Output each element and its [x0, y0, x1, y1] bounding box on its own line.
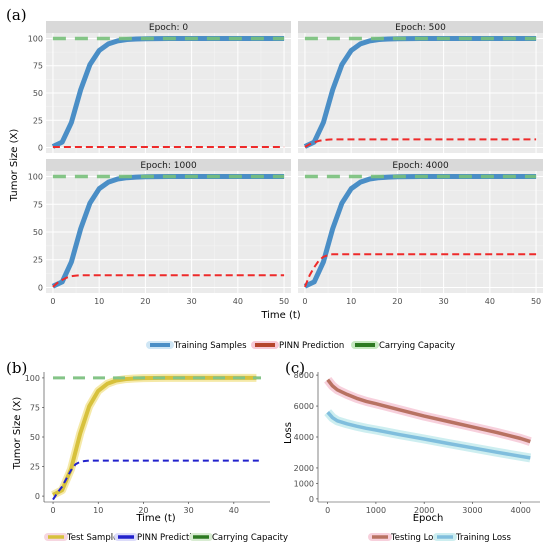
- pinn-prediction-line-b: [52, 459, 261, 501]
- facet-title-0: Epoch: 0: [149, 23, 188, 33]
- x-tick-label: 10: [346, 297, 356, 306]
- x-tick-label: 0: [50, 297, 55, 306]
- y-tick-label: 25: [33, 256, 43, 265]
- legend-label-a-1: PINN Prediction: [279, 341, 344, 351]
- panel-c-x-axis-title: Epoch: [413, 513, 444, 524]
- pinn-prediction-line-1: [304, 138, 537, 148]
- legend-label-a-2: Carrying Capacity: [379, 341, 455, 351]
- pinn-prediction-line-3: [303, 253, 537, 288]
- panel-b-label: (b): [6, 359, 27, 377]
- y-tick-label: 2000: [294, 464, 314, 473]
- x-tick-label: 30: [439, 297, 449, 306]
- facet-strip-3: [298, 159, 543, 171]
- y-tick-label: 25: [33, 116, 43, 125]
- y-tick-label: 0: [309, 495, 314, 504]
- panel-a-y-axis-title: Tumor Size (X): [9, 129, 20, 203]
- y-tick-label: 100: [28, 173, 43, 182]
- y-tick-label: 1000: [294, 479, 314, 488]
- y-tick-label: 75: [33, 200, 43, 209]
- x-tick-label: 20: [140, 297, 150, 306]
- x-tick-label: 40: [229, 506, 239, 515]
- facet-title-1: Epoch: 500: [395, 23, 446, 33]
- y-tick-label: 75: [30, 403, 40, 412]
- facet-title-2: Epoch: 1000: [140, 161, 197, 171]
- x-tick-label: 20: [392, 297, 402, 306]
- facet-strip-2: [46, 159, 291, 171]
- legend-label-b-0: Test Samples: [66, 533, 123, 543]
- y-tick-label: 100: [25, 374, 40, 383]
- y-tick-label: 4000: [294, 433, 314, 442]
- panel-a-x-axis-title: Time (t): [260, 310, 300, 321]
- x-tick-label: 50: [531, 297, 541, 306]
- y-tick-label: 25: [30, 463, 40, 472]
- y-tick-label: 8000: [294, 371, 314, 380]
- facet-strip-0: [46, 21, 291, 33]
- y-tick-label: 75: [33, 62, 43, 71]
- pinn-prediction-line-2: [52, 274, 285, 288]
- y-tick-label: 0: [38, 283, 43, 292]
- legend-label-c-1: Training Loss: [455, 533, 511, 543]
- panel-b-x-axis-title: Time (t): [135, 513, 175, 524]
- legend-label-b-2: Carrying Capacity: [212, 533, 288, 543]
- y-tick-label: 100: [28, 34, 43, 43]
- x-tick-label: 2000: [414, 506, 434, 515]
- y-tick-label: 0: [35, 492, 40, 501]
- training-loss-line: [326, 411, 531, 460]
- x-tick-label: 3000: [462, 506, 482, 515]
- facet-strip-1: [298, 21, 543, 33]
- x-tick-label: 0: [302, 297, 307, 306]
- x-tick-label: 40: [485, 297, 495, 306]
- y-tick-label: 0: [38, 144, 43, 153]
- x-tick-label: 10: [93, 506, 103, 515]
- x-tick-label: 30: [184, 506, 194, 515]
- x-tick-label: 50: [279, 297, 289, 306]
- x-tick-label: 10: [94, 297, 104, 306]
- x-tick-label: 40: [233, 297, 243, 306]
- legend-label-b-1: PINN Prediction: [137, 533, 202, 543]
- x-tick-label: 4000: [511, 506, 531, 515]
- legend-label-a-0: Training Samples: [173, 341, 247, 351]
- facet-title-3: Epoch: 4000: [392, 161, 449, 171]
- x-tick-label: 1000: [366, 506, 386, 515]
- panel-c-y-axis-title: Loss: [283, 422, 294, 444]
- x-tick-label: 30: [187, 297, 197, 306]
- panel-c-label: (c): [285, 359, 305, 377]
- testing-loss-line: [326, 378, 531, 444]
- y-tick-label: 50: [33, 228, 43, 237]
- legend-label-c-0: Testing Loss: [390, 533, 443, 543]
- y-tick-label: 6000: [294, 402, 314, 411]
- y-tick-label: 50: [33, 89, 43, 98]
- panel-a-label: (a): [6, 6, 27, 24]
- x-tick-label: 0: [325, 506, 330, 515]
- x-tick-label: 20: [138, 506, 148, 515]
- panel-b-y-axis-title: Tumor Size (X): [12, 397, 23, 471]
- y-tick-label: 50: [30, 433, 40, 442]
- x-tick-label: 0: [50, 506, 55, 515]
